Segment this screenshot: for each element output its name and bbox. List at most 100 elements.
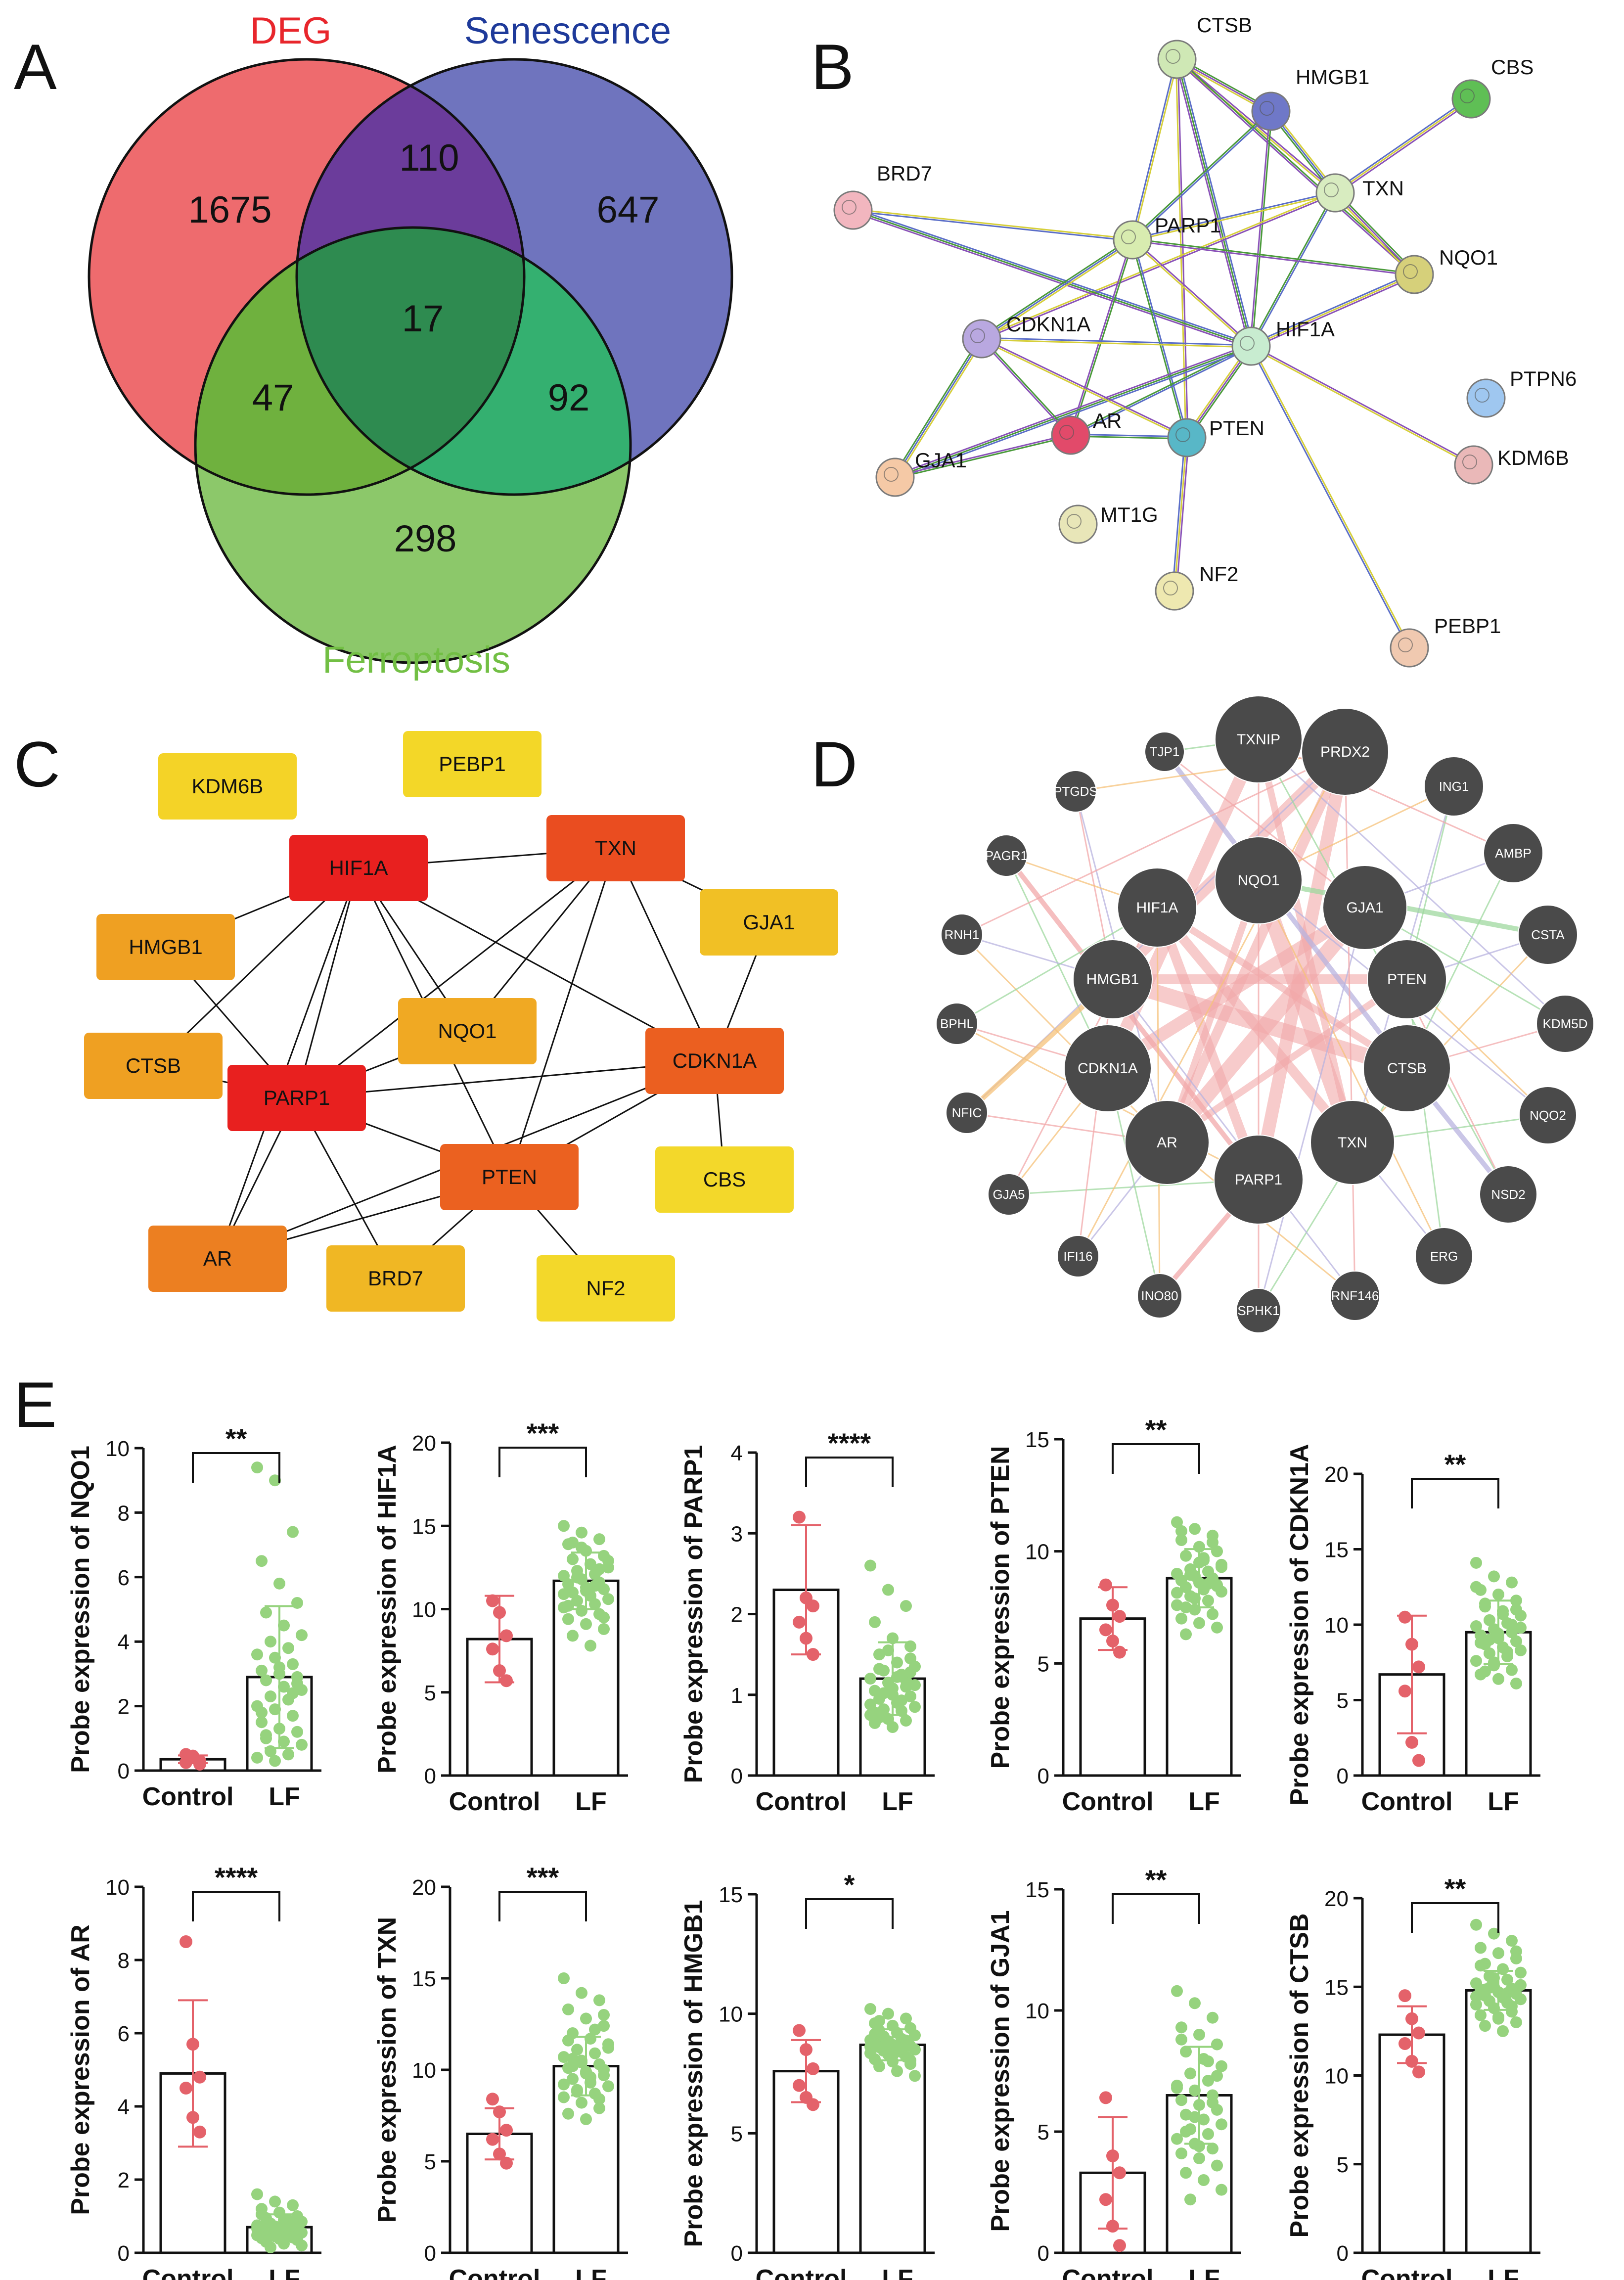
- data-point: [486, 1642, 499, 1656]
- data-point: [558, 2078, 570, 2091]
- string-edge: [981, 339, 1251, 348]
- data-point: [882, 1644, 894, 1656]
- y-tick-label: 15: [412, 1967, 436, 1991]
- string-node-label: KDM6B: [1497, 446, 1569, 469]
- data-point: [900, 1714, 912, 1727]
- genemania-node-label: RNH1: [945, 927, 980, 942]
- string-node-cdkn1a: [962, 319, 1001, 359]
- y-tick-label: 5: [731, 2122, 743, 2146]
- genemania-node-label: GJA1: [1346, 900, 1383, 916]
- string-edge: [894, 338, 983, 478]
- significance-label: ****: [215, 1862, 258, 1893]
- data-point: [873, 2060, 885, 2072]
- y-tick-label: 20: [412, 1431, 436, 1456]
- y-tick-label: 6: [118, 1566, 130, 1590]
- data-point: [1171, 1587, 1183, 1599]
- data-point: [1211, 1621, 1223, 1634]
- genemania-node-kdm5d: [1536, 995, 1594, 1053]
- panel-c: C KDM6B PEBP1 HIF1A TXN GJA1 HMGB1 NQO1 CDKN1A C…: [14, 728, 838, 1322]
- data-point: [589, 1580, 601, 1592]
- data-point: [269, 2195, 281, 2208]
- data-point: [1180, 2126, 1192, 2138]
- data-point: [1202, 1595, 1214, 1607]
- x-category-label: Control: [1062, 2265, 1154, 2280]
- genemania-node-label: PAGR1: [985, 848, 1028, 863]
- data-point: [1470, 1556, 1482, 1569]
- string-node-hif1a: [1231, 326, 1271, 366]
- chart-gja1: 0 5 10 15 Probe expression of GJA1 Control LF *…: [986, 1864, 1241, 2280]
- string-edge: [1175, 438, 1190, 592]
- data-point: [1515, 1966, 1527, 1979]
- hub-node-label: PEBP1: [439, 752, 505, 775]
- data-point: [493, 2105, 506, 2119]
- protein-structure-icon: [1398, 638, 1413, 652]
- data-point: [1510, 1945, 1522, 1958]
- significance-bracket: [192, 1452, 280, 1483]
- string-edge: [982, 241, 1134, 341]
- data-point: [193, 2070, 206, 2084]
- y-tick-label: 10: [1324, 1613, 1349, 1638]
- hub-node-label: CTSB: [126, 1054, 181, 1077]
- y-tick-label: 15: [719, 1883, 743, 1907]
- data-point: [1175, 1612, 1187, 1625]
- data-point: [1475, 1942, 1487, 1954]
- string-node-label: CTSB: [1197, 13, 1252, 37]
- string-edge: [895, 347, 1252, 480]
- chart-nqo1: 0 2 4 6 8 10 Probe expression of NQO1 Control LF…: [66, 1423, 321, 1811]
- data-point: [1189, 1603, 1201, 1616]
- data-point: [1412, 1754, 1425, 1767]
- data-point: [1106, 2149, 1119, 2162]
- data-point: [593, 1533, 605, 1546]
- data-point: [1470, 1918, 1482, 1931]
- data-point: [576, 1987, 587, 1999]
- hub-node-hmgb1: [96, 914, 235, 980]
- genemania-node-label: TXNIP: [1237, 731, 1280, 748]
- data-point: [598, 1611, 610, 1624]
- data-point: [562, 2003, 574, 2015]
- hub-edge: [508, 848, 617, 1178]
- data-point: [291, 1596, 303, 1609]
- data-point: [1492, 1947, 1504, 1960]
- data-point: [864, 2003, 876, 2015]
- y-tick-label: 10: [719, 2003, 743, 2027]
- significance-bracket: [498, 1447, 587, 1477]
- y-axis-label: Probe expression of PARP1: [679, 1445, 708, 1783]
- string-edge: [1131, 110, 1271, 240]
- genemania-node-csta: [1518, 905, 1578, 965]
- y-tick-label: 3: [731, 1522, 743, 1546]
- string-node-label: HIF1A: [1276, 318, 1335, 341]
- string-node-nf2: [1155, 571, 1194, 611]
- y-tick-label: 8: [118, 1501, 130, 1525]
- data-point: [1492, 1589, 1504, 1600]
- data-point: [562, 1599, 574, 1612]
- data-point: [1398, 2037, 1411, 2050]
- data-point: [1193, 1556, 1205, 1569]
- y-tick-label: 0: [424, 1764, 436, 1788]
- string-node-label: GJA1: [915, 449, 967, 472]
- data-point: [296, 1738, 308, 1751]
- significance-bracket: [1112, 1443, 1200, 1474]
- panel-b: B CTSB HMGB1 CBS TXN BRD7 PARP1 NQO1 CDKN1A HIF1…: [811, 13, 1577, 668]
- significance-label: ***: [527, 1417, 559, 1449]
- genemania-node-label: NQO2: [1530, 1108, 1566, 1123]
- data-point: [793, 2079, 806, 2092]
- genemania-node-label: RNF146: [1331, 1288, 1379, 1303]
- data-point: [1398, 1989, 1411, 2003]
- string-node-hmgb1: [1251, 91, 1291, 131]
- y-tick-label: 1: [731, 1684, 743, 1708]
- data-point: [887, 2050, 899, 2062]
- significance-label: **: [1444, 1873, 1466, 1904]
- data-point: [1193, 1541, 1205, 1553]
- y-tick-label: 20: [412, 1875, 436, 1900]
- data-point: [186, 2111, 199, 2124]
- y-axis-label: Probe expression of CDKN1A: [1285, 1444, 1314, 1805]
- data-point: [1171, 1985, 1183, 1997]
- data-point: [251, 2188, 263, 2200]
- data-point: [807, 1599, 819, 1613]
- data-point: [567, 1630, 579, 1642]
- hub-node-ar: [148, 1226, 287, 1292]
- data-point: [1180, 2167, 1192, 2179]
- data-point: [800, 2043, 812, 2056]
- genemania-edge: [1251, 877, 1360, 1145]
- genemania-node-tjp1: [1144, 731, 1185, 772]
